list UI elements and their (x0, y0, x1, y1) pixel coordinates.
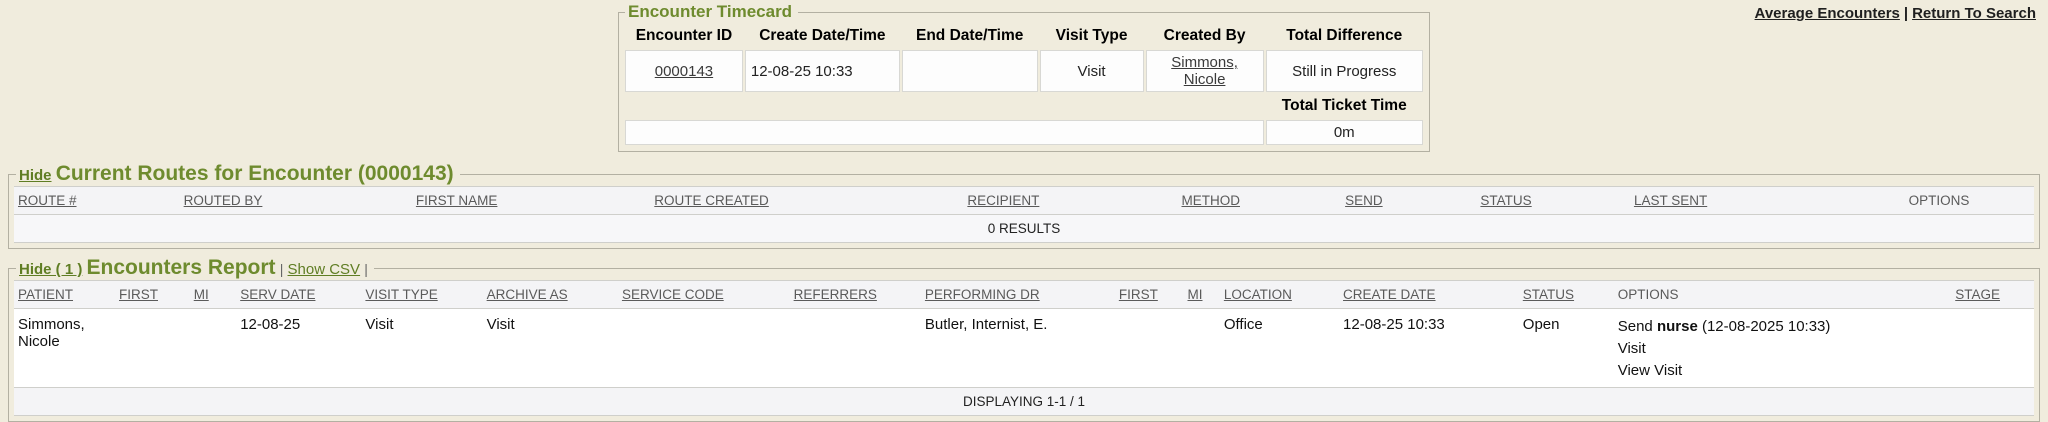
col-location[interactable]: LOCATION (1219, 280, 1340, 309)
visit-type-cell: Visit (361, 308, 483, 389)
encounter-timecard-section: Encounter Timecard Encounter ID Create D… (618, 2, 1430, 152)
encounters-table: PATIENT FIRST MI SERV DATE VISIT TYPE AR… (14, 280, 2034, 417)
pipe-right: | (364, 261, 368, 277)
encounters-footer-row: DISPLAYING 1-1 / 1 (14, 387, 2034, 417)
top-nav-separator: | (1903, 5, 1909, 22)
top-nav: Average Encounters | Return To Search (1755, 5, 2036, 22)
col-route-number[interactable]: ROUTE # (14, 186, 180, 215)
visit-type-cell: Visit (1039, 50, 1144, 92)
col-routed-by[interactable]: ROUTED BY (179, 186, 412, 215)
mi-cell (189, 308, 237, 389)
encounter-timecard-table: Encounter ID Create Date/Time End Date/T… (623, 22, 1425, 147)
send-route-name: nurse (1656, 318, 1698, 335)
col-encounter-id: Encounter ID (635, 27, 733, 44)
col-dr-mi[interactable]: MI (1183, 280, 1220, 309)
col-performing-dr[interactable]: PERFORMING DR (920, 280, 1115, 309)
routes-empty-row: 0 RESULTS (14, 214, 2034, 243)
location-cell: Office (1219, 308, 1340, 389)
options-cell: Send nurse (12-08-2025 10:33) Visit View… (1613, 308, 1950, 389)
col-patient[interactable]: PATIENT (14, 280, 115, 309)
current-routes-title: Current Routes for Encounter (0000143) (55, 162, 454, 185)
patient-cell: Simmons, Nicole (14, 308, 115, 389)
col-send[interactable]: SEND (1341, 186, 1477, 215)
col-service-code[interactable]: SERVICE CODE (617, 280, 790, 309)
encounter-id-cell: 0000143 (625, 50, 743, 92)
col-status[interactable]: STATUS (1476, 186, 1630, 215)
col-visit-type: Visit Type (1055, 27, 1128, 44)
col-create-datetime: Create Date/Time (759, 27, 886, 44)
col-dr-first[interactable]: FIRST (1114, 280, 1184, 309)
col-total-difference: Total Difference (1286, 27, 1403, 44)
routes-table: ROUTE # ROUTED BY FIRST NAME ROUTE CREAT… (14, 186, 2034, 243)
send-nurse-option[interactable]: Send nurse (12-08-2025 10:33) (1618, 316, 1945, 338)
first-cell (115, 308, 190, 389)
view-visit-option[interactable]: View Visit (1617, 361, 1683, 379)
pipe-left: | (279, 261, 284, 277)
col-mi[interactable]: MI (189, 280, 237, 309)
col-first[interactable]: FIRST (115, 280, 190, 309)
encounters-report-legend: Hide ( 1 ) Encounters Report | Show CSV … (16, 256, 374, 280)
send-prefix: Send (1617, 318, 1657, 335)
col-end-datetime: End Date/Time (915, 27, 1024, 44)
referrers-cell (789, 308, 921, 389)
performing-dr-cell: Butler, Internist, E. (920, 308, 1115, 389)
encounter-row: Simmons, Nicole 12-08-25 Visit Visit But… (14, 308, 2034, 389)
current-routes-legend: Hide Current Routes for Encounter (00001… (16, 162, 460, 186)
created-by-cell: Simmons, Nicole (1145, 50, 1264, 92)
col-options: OPTIONS (1613, 280, 1950, 309)
encounters-hide-link[interactable]: Hide ( 1 ) (19, 261, 83, 278)
col-options: OPTIONS (1844, 186, 2034, 215)
col-referrers[interactable]: REFERRERS (789, 280, 921, 309)
spacer-cell (625, 94, 1264, 118)
encounter-timecard-title: Encounter Timecard (628, 2, 793, 21)
routes-hide-link[interactable]: Hide (19, 167, 52, 184)
return-to-search-link[interactable]: Return To Search (1912, 5, 2036, 22)
col-status[interactable]: STATUS (1518, 280, 1614, 309)
routes-empty-message: 0 RESULTS (14, 214, 2034, 243)
timecard-header-row: Encounter ID Create Date/Time End Date/T… (625, 24, 1423, 48)
col-archive-as[interactable]: ARCHIVE AS (482, 280, 618, 309)
stage-cell (1949, 308, 2034, 389)
timecard-data-row: 0000143 12-08-25 10:33 Visit Simmons, Ni… (625, 50, 1423, 92)
empty-cell (625, 120, 1264, 145)
total-ticket-time-label: Total Ticket Time (1281, 97, 1407, 114)
col-serv-date[interactable]: SERV DATE (236, 280, 362, 309)
create-datetime-cell: 12-08-25 10:33 (744, 50, 900, 92)
encounters-report-section: Hide ( 1 ) Encounters Report | Show CSV … (8, 256, 2040, 422)
displaying-count: DISPLAYING 1-1 / 1 (14, 387, 2034, 417)
show-csv-link[interactable]: Show CSV (287, 261, 361, 278)
col-first-name[interactable]: FIRST NAME (411, 186, 651, 215)
col-route-created[interactable]: ROUTE CREATED (650, 186, 964, 215)
archive-as-cell: Visit (482, 308, 618, 389)
service-code-cell (617, 308, 790, 389)
col-stage[interactable]: STAGE (1949, 280, 2034, 309)
col-visit-type[interactable]: VISIT TYPE (361, 280, 483, 309)
current-routes-section: Hide Current Routes for Encounter (00001… (8, 162, 2040, 249)
encounters-header-row: PATIENT FIRST MI SERV DATE VISIT TYPE AR… (14, 280, 2034, 309)
col-method[interactable]: METHOD (1177, 186, 1342, 215)
dr-mi-cell (1183, 308, 1220, 389)
visit-option[interactable]: Visit (1617, 339, 1646, 357)
encounters-report-title: Encounters Report (86, 256, 276, 279)
dr-first-cell (1114, 308, 1184, 389)
average-encounters-link[interactable]: Average Encounters (1754, 5, 1900, 22)
created-by-link[interactable]: Simmons, Nicole (1171, 54, 1238, 88)
timecard-total-value-row: 0m (625, 120, 1423, 145)
send-suffix: (12-08-2025 10:33) (1697, 318, 1831, 335)
encounter-timecard-fieldset: Encounter Timecard Encounter ID Create D… (618, 2, 1430, 152)
col-created-by: Created By (1163, 27, 1246, 44)
total-difference-cell: Still in Progress (1265, 50, 1423, 92)
total-ticket-time-value: 0m (1265, 120, 1423, 145)
timecard-total-label-row: Total Ticket Time (625, 94, 1423, 118)
end-datetime-cell (901, 50, 1038, 92)
routes-header-row: ROUTE # ROUTED BY FIRST NAME ROUTE CREAT… (14, 186, 2034, 215)
encounter-id-link[interactable]: 0000143 (654, 62, 714, 80)
create-date-cell: 12-08-25 10:33 (1339, 308, 1519, 389)
serv-date-cell: 12-08-25 (236, 308, 362, 389)
col-create-date[interactable]: CREATE DATE (1339, 280, 1519, 309)
col-last-sent[interactable]: LAST SENT (1629, 186, 1845, 215)
col-recipient[interactable]: RECIPIENT (963, 186, 1178, 215)
status-cell: Open (1518, 308, 1614, 389)
